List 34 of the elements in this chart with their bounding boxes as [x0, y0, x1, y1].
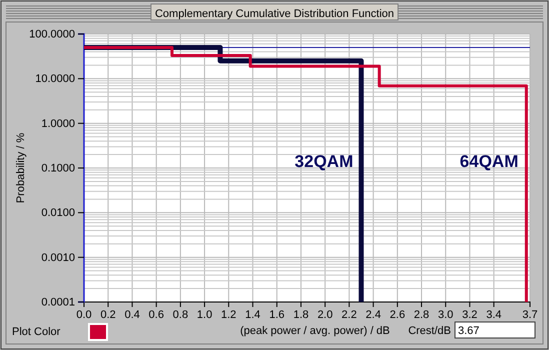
x-tick-label: 2.8	[414, 308, 430, 321]
x-tick-label: 3.0	[438, 308, 454, 321]
x-tick-label: 1.4	[245, 308, 260, 321]
series-label: 64QAM	[460, 152, 518, 171]
x-tick-label: 1.6	[269, 308, 285, 321]
text: 3.67	[458, 325, 480, 337]
x-tick-label: 3.7	[522, 308, 538, 321]
y-axis-title: Probability / %	[15, 132, 27, 204]
text: Crest/dB	[408, 325, 451, 337]
x-tick-label: 1.8	[293, 308, 309, 321]
y-tick-label: 0.1000	[41, 162, 75, 175]
x-tick-label: 0.8	[172, 308, 188, 321]
x-tick-label: 2.4	[366, 308, 381, 321]
series-label: 32QAM	[294, 152, 354, 171]
y-tick-label: 10.0000	[35, 73, 75, 86]
x-tick-label: 0.2	[100, 308, 116, 321]
x-tick-label: 0.4	[124, 308, 140, 321]
y-tick-label: 0.0100	[41, 207, 75, 220]
x-tick-label: 2.6	[390, 308, 406, 321]
x-tick-label: 2.2	[342, 308, 357, 321]
chart-title: Complementary Cumulative Distribution Function	[154, 8, 394, 20]
x-tick-label: 0.6	[148, 308, 164, 321]
y-tick-label: 0.0010	[41, 252, 75, 264]
x-tick-label: 0.0	[76, 308, 92, 321]
y-tick-label: 100.0000	[29, 28, 75, 41]
x-tick-label: 1.2	[221, 308, 236, 321]
x-tick-label: 1.0	[196, 308, 212, 321]
y-tick-label: 1.0000	[41, 118, 75, 130]
text: Plot Color	[12, 326, 61, 338]
x-tick-label: 3.2	[462, 308, 478, 321]
x-tick-label: 2.0	[317, 308, 333, 321]
x-axis-title: (peak power / avg. power) / dB	[240, 325, 390, 337]
x-tick-label: 3.4	[486, 308, 502, 321]
y-tick-label: 0.0001	[41, 296, 75, 309]
